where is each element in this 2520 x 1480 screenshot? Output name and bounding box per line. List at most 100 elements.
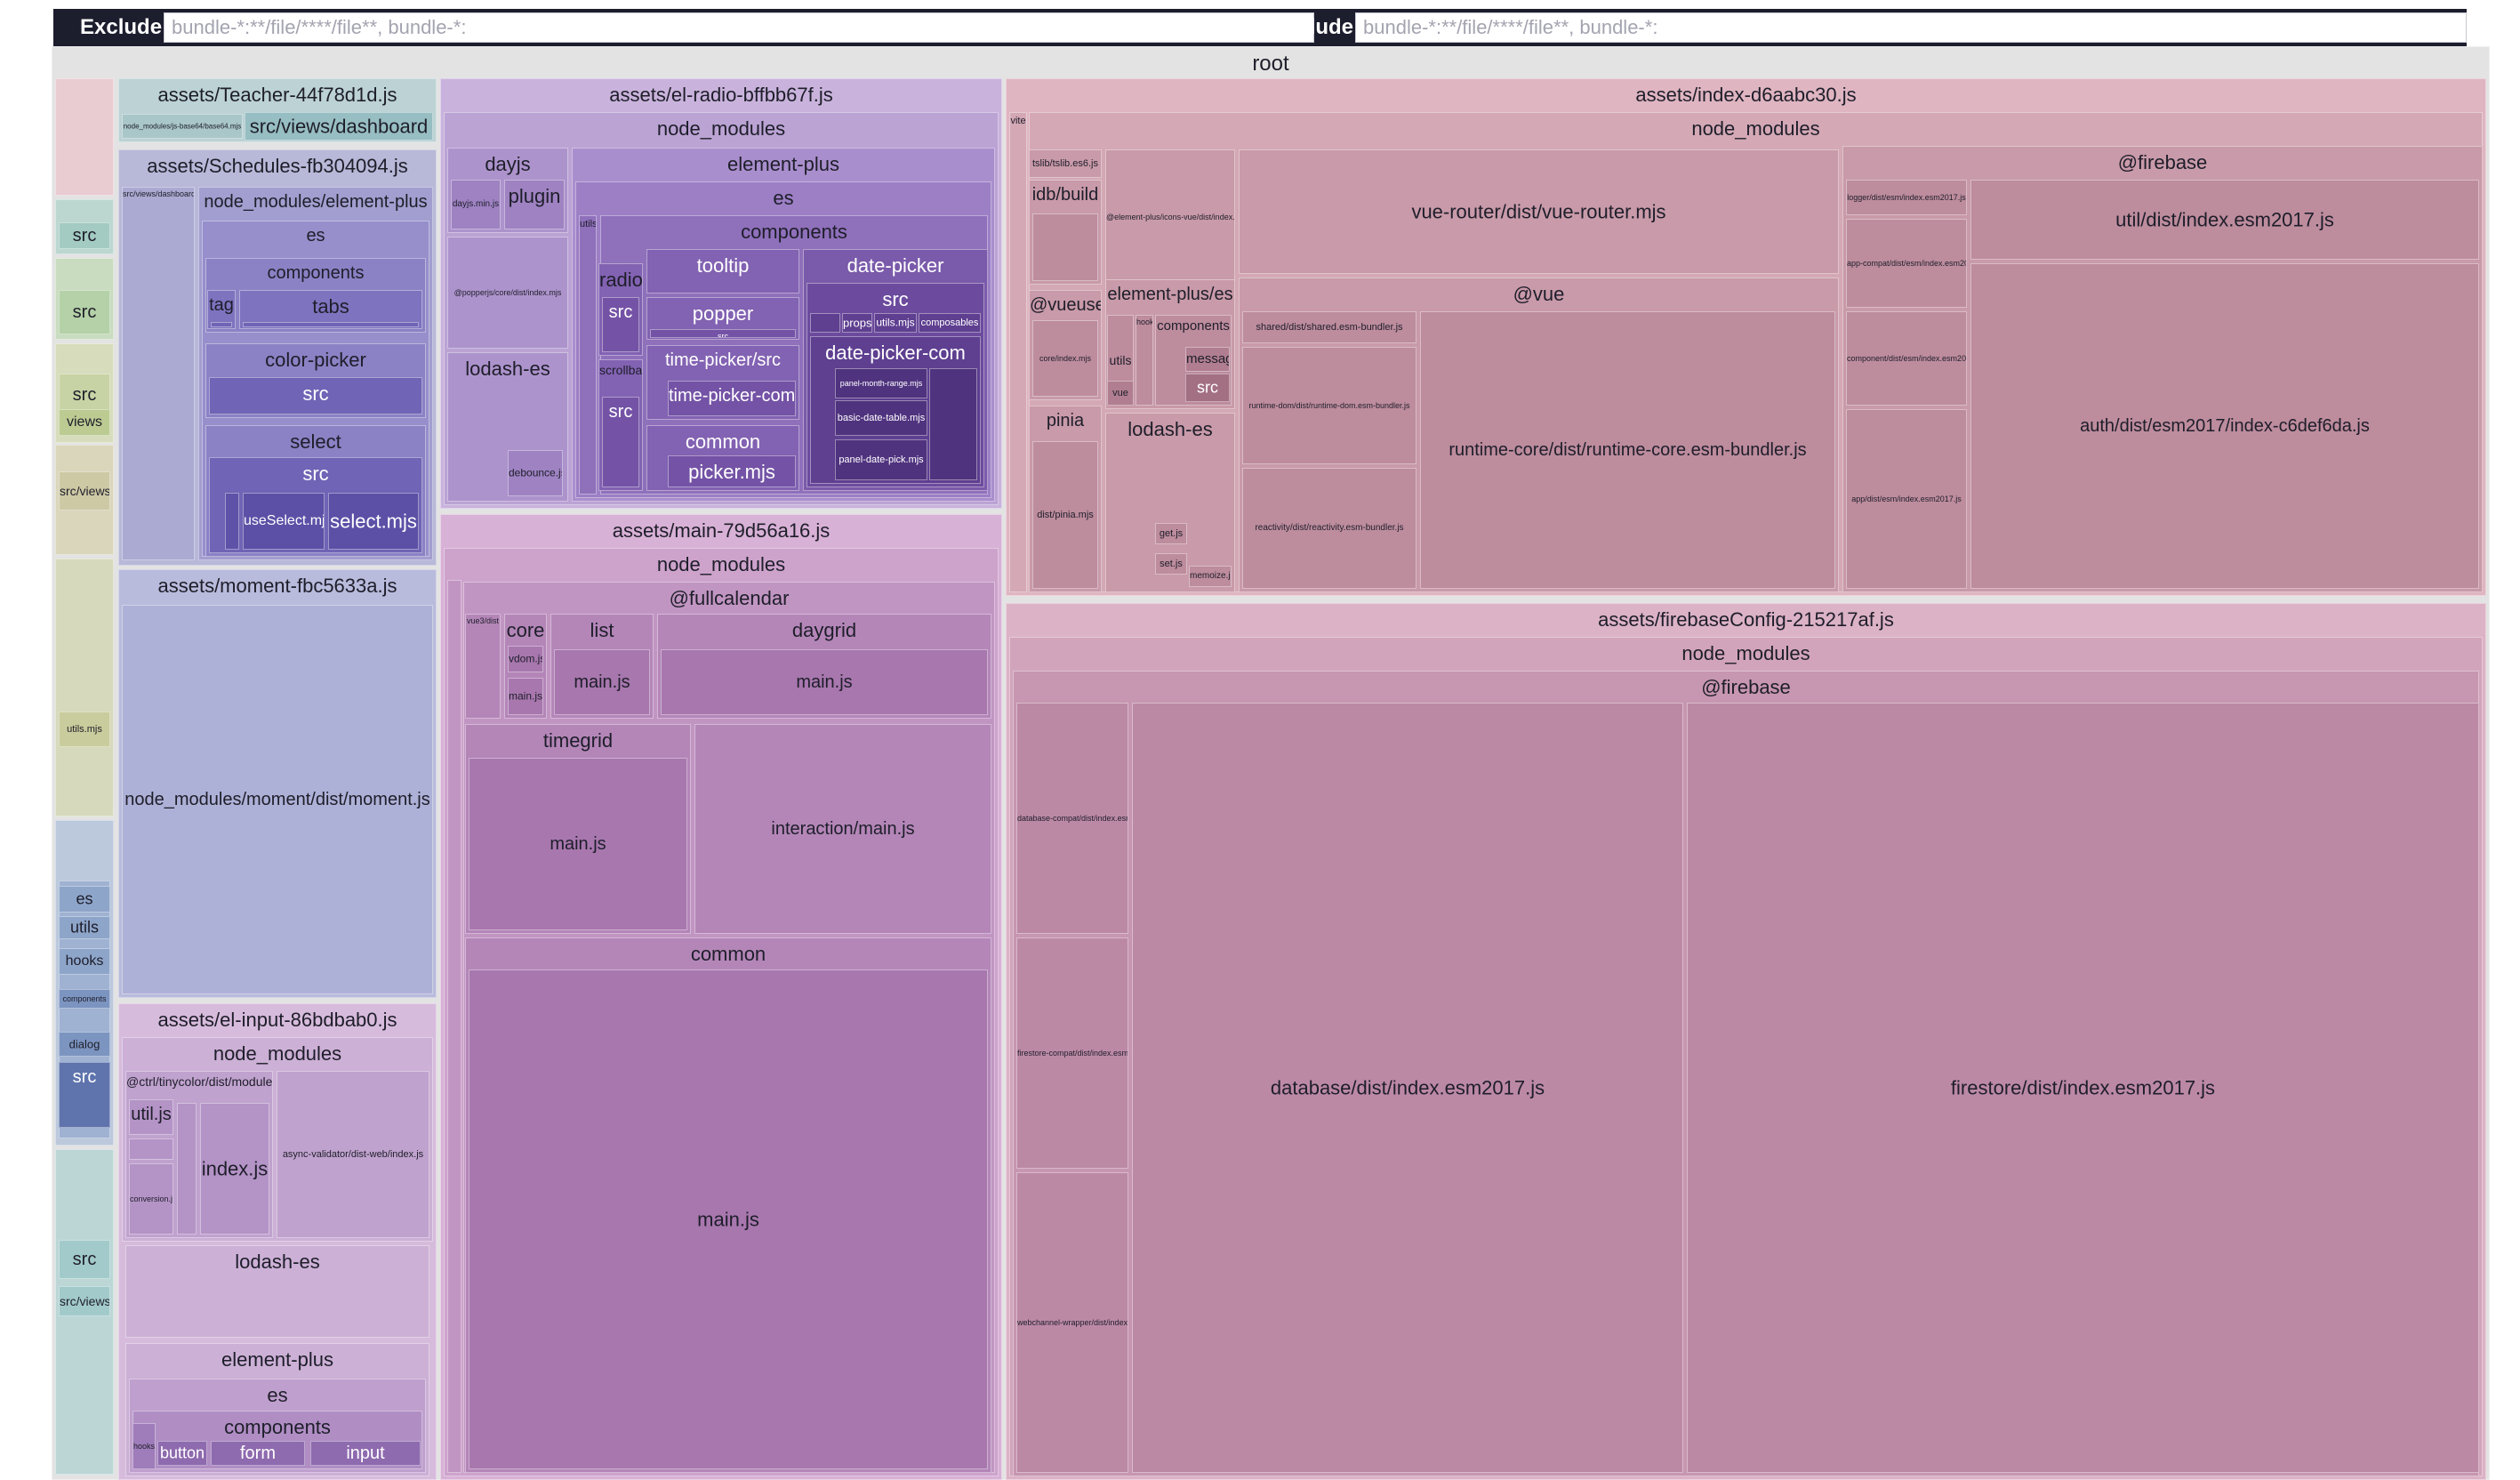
exclude-input[interactable] <box>164 12 1314 43</box>
node-small-components[interactable]: components <box>59 989 110 1009</box>
node-main-timegrid-main[interactable]: main.js <box>469 758 687 930</box>
node-index-message-src[interactable]: src <box>1185 374 1230 402</box>
node-el-input-small-a[interactable] <box>129 1138 173 1160</box>
node-index-vue-router[interactable]: vue-router/dist/vue-router.mjs <box>1239 149 1839 274</box>
node-small-src-views-b[interactable]: src/views <box>59 1286 110 1316</box>
node-index-set[interactable]: set.js <box>1155 553 1187 575</box>
node-el-radio-panel-month-range[interactable]: panel-month-range.mjs <box>835 368 927 398</box>
node-schedules-tag-src[interactable]: src <box>211 322 232 327</box>
node-main-vue3[interactable]: vue3/dist <box>465 614 501 719</box>
node-index-icons-vue[interactable]: @element-plus/icons-vue/dist/index.js <box>1105 149 1235 285</box>
node-small-hooks[interactable]: hooks <box>59 948 110 975</box>
node-schedules-selectmjs[interactable]: select.mjs <box>328 493 419 550</box>
node-index-pinia-file[interactable]: dist/pinia.mjs <box>1032 441 1098 589</box>
node-firebase-database-compat[interactable]: database-compat/dist/index.esm2017.js <box>1016 703 1128 934</box>
node-el-radio-plugin[interactable]: plugin <box>504 180 565 229</box>
node-el-radio-time-picker-com[interactable]: time-picker-com <box>668 381 796 416</box>
node-small-src-d[interactable]: src <box>59 1062 110 1128</box>
node-el-radio-picker[interactable]: picker.mjs <box>668 455 796 487</box>
node-index-component[interactable]: component/dist/esm/index.esm2017.js <box>1846 311 1967 406</box>
node-el-input-input-label: input <box>346 1444 385 1463</box>
node-main-vdom[interactable]: vdom.js <box>508 646 543 672</box>
node-index-element-plus-es-label: element-plus/es <box>1107 285 1233 304</box>
node-firebase-webchannel-wrapper[interactable]: webchannel-wrapper/dist/index.esm2017.js <box>1016 1172 1128 1473</box>
node-index-idb-inner[interactable] <box>1032 213 1098 281</box>
node-schedules-small-a[interactable] <box>225 493 239 550</box>
node-index-vue[interactable]: vue <box>1107 381 1134 406</box>
node-small-src-views[interactable]: src/views <box>59 471 110 511</box>
node-el-input-small-b[interactable] <box>177 1103 197 1235</box>
node-el-input-utiljs[interactable]: util.js <box>129 1099 173 1135</box>
node-index-message[interactable]: message <box>1185 347 1230 372</box>
node-index-shared[interactable]: shared/dist/shared.esm-bundler.js <box>1242 311 1416 343</box>
node-el-radio-debounce[interactable]: debounce.js <box>508 450 563 496</box>
node-schedules-useselect[interactable]: useSelect.mjs <box>243 493 325 550</box>
node-index-reactivity[interactable]: reactivity/dist/reactivity.esm-bundler.j… <box>1242 468 1416 589</box>
node-firebase-database[interactable]: database/dist/index.esm2017.js <box>1132 703 1683 1473</box>
node-el-radio-utilsmjs[interactable]: utils.mjs <box>874 313 917 333</box>
node-teacher-dashboard[interactable]: src/views/dashboard <box>245 112 433 141</box>
node-index-logger[interactable]: logger/dist/esm/index.esm2017.js <box>1846 180 1967 215</box>
node-small-views[interactable]: views <box>59 409 110 436</box>
node-index-message-label: message <box>1186 351 1229 366</box>
node-main-interaction[interactable]: interaction/main.js <box>694 724 991 934</box>
node-el-input-lodash-es[interactable]: lodash-es <box>125 1245 429 1338</box>
node-index-lodash-es[interactable]: lodash-es <box>1105 413 1235 592</box>
node-el-radio-radio-src[interactable]: src <box>602 297 639 352</box>
node-el-radio-basic-date-table[interactable]: basic-date-table.mjs <box>835 400 927 436</box>
node-schedules-tabs-src[interactable]: src <box>243 322 419 327</box>
node-el-input-indexjs[interactable]: index.js <box>200 1103 269 1235</box>
node-small-es[interactable]: es <box>59 886 110 913</box>
node-small-src-a[interactable]: src <box>59 222 110 249</box>
node-el-input-conversion[interactable]: conversion.js <box>129 1163 173 1235</box>
node-el-input-indexjs-label: index.js <box>201 1157 269 1180</box>
node-el-radio-composables[interactable]: composables <box>919 313 981 333</box>
node-teacher-base64[interactable]: node_modules/js-base64/base64.mjs <box>122 114 243 139</box>
node-el-radio-props[interactable]: props <box>842 313 872 333</box>
node-index-app-compat[interactable]: app-compat/dist/esm/index.esm2017.js <box>1846 219 1967 308</box>
node-small-utils[interactable]: utils <box>59 916 110 939</box>
node-index-vueuse-core[interactable]: core/index.mjs <box>1032 320 1098 397</box>
node-index-util[interactable]: util/dist/index.esm2017.js <box>1970 180 2479 260</box>
node-index-app[interactable]: app/dist/esm/index.esm2017.js <box>1846 409 1967 589</box>
node-el-input-input[interactable]: input <box>310 1441 421 1466</box>
node-main-core-main[interactable]: main.js <box>508 678 543 715</box>
include-input[interactable] <box>1355 12 2467 43</box>
node-el-radio-small-b[interactable] <box>929 368 977 480</box>
node-index-vite[interactable]: vite <box>1009 112 1027 592</box>
node-el-radio-popper-src[interactable]: src <box>650 329 796 338</box>
node-firebase-firestore[interactable]: firestore/dist/index.esm2017.js <box>1687 703 2479 1473</box>
node-el-radio-tooltip[interactable]: tooltip <box>646 249 799 294</box>
node-index-memoize[interactable]: memoize.js <box>1189 566 1232 587</box>
node-el-radio-small-a[interactable] <box>810 313 840 333</box>
node-main-small-a[interactable] <box>447 580 461 1473</box>
node-index-runtime-dom[interactable]: runtime-dom/dist/runtime-dom.esm-bundler… <box>1242 347 1416 464</box>
node-main-common-main[interactable]: main.js <box>469 969 988 1469</box>
node-small-chunk-pink[interactable] <box>55 78 114 196</box>
node-el-radio-scrollbar-src[interactable]: src <box>602 397 639 487</box>
node-index-hooks[interactable]: hooks <box>1136 315 1153 406</box>
node-small-utils-mjs[interactable]: utils.mjs <box>59 712 110 747</box>
node-index-get[interactable]: get.js <box>1155 523 1187 544</box>
node-el-radio-utils[interactable]: utils <box>579 215 597 495</box>
node-small-src-b[interactable]: src <box>59 290 110 334</box>
node-small-src-e[interactable]: src <box>59 1240 110 1279</box>
node-el-input-button[interactable]: button <box>157 1441 207 1466</box>
node-el-input-hooks[interactable]: hooks <box>132 1423 156 1469</box>
node-small-dialog[interactable]: dialog <box>59 1032 110 1057</box>
node-el-radio-panel-date-pick[interactable]: panel-date-pick.mjs <box>835 439 927 480</box>
node-el-input-form[interactable]: form <box>211 1441 305 1466</box>
node-el-input-async-validator[interactable]: async-validator/dist-web/index.js <box>277 1071 429 1238</box>
node-moment-file[interactable]: node_modules/moment/dist/moment.js <box>122 605 433 994</box>
node-el-radio-popperjs[interactable]: @popperjs/core/dist/index.mjs <box>447 237 568 349</box>
node-schedules-color-picker-src[interactable]: src <box>209 377 422 414</box>
node-firebase-firestore-compat[interactable]: firestore-compat/dist/index.esm2017.js <box>1016 937 1128 1169</box>
node-small-chunk-olive-c[interactable] <box>55 559 114 816</box>
node-index-tslib[interactable]: tslib/tslib.es6.js <box>1029 149 1102 178</box>
node-index-runtime-core[interactable]: runtime-core/dist/runtime-core.esm-bundl… <box>1420 311 1835 589</box>
node-main-daygrid-main[interactable]: main.js <box>661 649 988 715</box>
node-index-auth[interactable]: auth/dist/esm2017/index-c6def6da.js <box>1970 263 2479 589</box>
node-schedules-views[interactable]: src/views/dashboard <box>122 187 195 560</box>
node-el-radio-dayjs-min[interactable]: dayjs.min.js <box>451 180 501 229</box>
node-main-list-main[interactable]: main.js <box>554 649 650 715</box>
